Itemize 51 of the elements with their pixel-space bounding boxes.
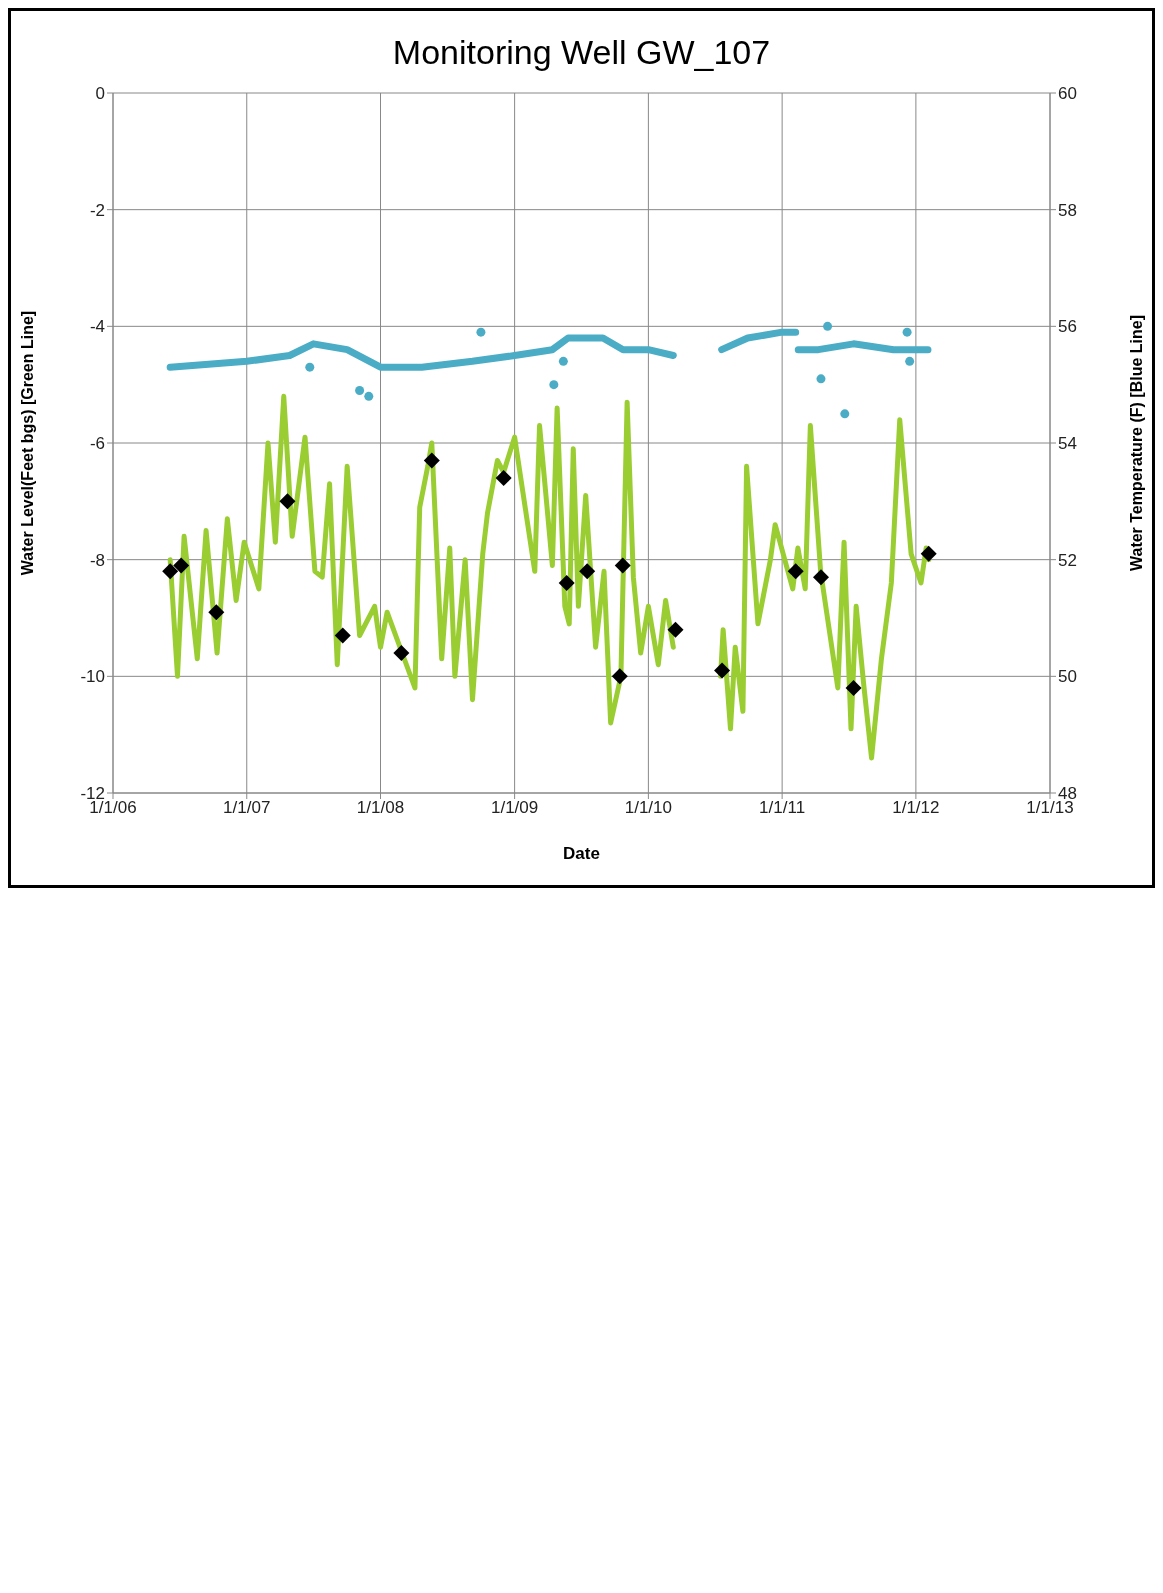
y-tick-label: -6 <box>89 434 105 454</box>
chart-title: Monitoring Well GW_107 <box>391 33 772 72</box>
x-tick-label: 1/1/08 <box>356 798 405 818</box>
point <box>787 563 804 580</box>
point <box>816 374 826 384</box>
y-tick-label: -2 <box>89 200 105 220</box>
point <box>614 557 631 574</box>
point <box>355 386 365 395</box>
point <box>393 645 410 661</box>
point <box>558 356 568 366</box>
point <box>714 662 731 679</box>
x-tick-label: 1/1/09 <box>490 798 539 818</box>
point <box>611 668 628 685</box>
point <box>902 327 912 337</box>
x-tick-label: 1/1/12 <box>892 798 940 818</box>
y2-tick-label: 54 <box>1058 434 1077 454</box>
y-axis-title: Water Level(Feet bgs) [Green Line] <box>18 310 36 576</box>
point <box>162 563 179 580</box>
point <box>495 470 512 486</box>
y2-tick-label: 56 <box>1058 317 1077 337</box>
point <box>667 621 684 638</box>
x-tick-label: 1/1/07 <box>223 798 271 818</box>
y2-tick-label: 52 <box>1058 550 1077 570</box>
point <box>208 604 225 621</box>
y2-axis-title: Water Temperature (F) [Blue Line] <box>1127 314 1145 572</box>
point <box>279 493 296 510</box>
point <box>579 563 596 580</box>
point <box>845 680 862 696</box>
point <box>812 569 829 586</box>
x-tick-label: 1/1/10 <box>624 798 673 818</box>
y-tick-label: -8 <box>89 550 105 570</box>
point <box>549 380 559 390</box>
x-axis-title: Date <box>563 844 600 863</box>
point <box>364 391 374 401</box>
point <box>840 409 850 419</box>
point <box>334 627 351 644</box>
point <box>920 545 937 562</box>
point <box>476 327 486 337</box>
point <box>558 575 575 591</box>
y-tick-label: 0 <box>95 84 105 104</box>
y2-tick-label: 58 <box>1058 200 1077 220</box>
point <box>905 356 915 366</box>
y-tick-label: -4 <box>89 317 105 337</box>
point <box>423 452 440 469</box>
point <box>173 557 190 574</box>
y-tick-label: -10 <box>80 667 105 687</box>
x-tick-label: 1/1/11 <box>759 798 806 818</box>
y2-tick-label: 50 <box>1058 667 1077 687</box>
point <box>823 321 833 331</box>
y2-tick-label: 60 <box>1058 84 1077 104</box>
point <box>305 362 315 372</box>
